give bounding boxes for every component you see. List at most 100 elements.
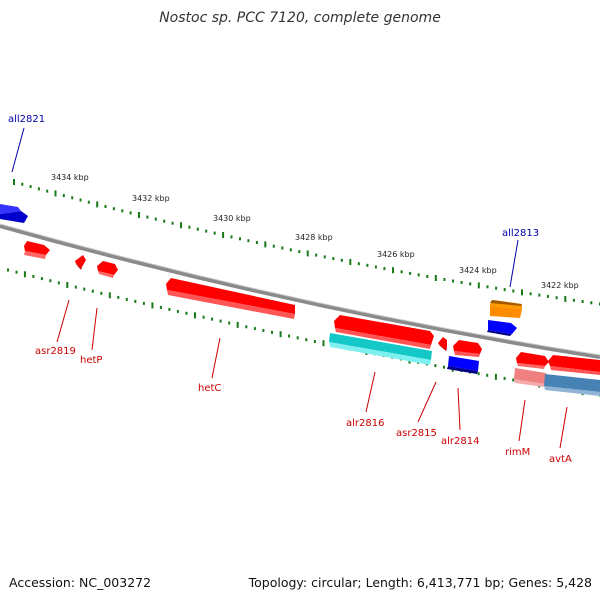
major-tick: [322, 340, 325, 347]
minor-tick: [46, 189, 49, 193]
scale-label-3432: 3432 kbp: [132, 194, 170, 203]
minor-tick: [83, 287, 86, 291]
gene-avtA-steelblue[interactable]: [544, 374, 600, 396]
minor-tick: [154, 217, 157, 221]
minor-tick: [298, 250, 301, 254]
major-tick: [66, 282, 69, 288]
gene-hetC[interactable]: [166, 278, 295, 319]
upper-scale-ticks: [13, 179, 600, 306]
minor-tick: [74, 285, 77, 289]
minor-tick: [340, 258, 343, 262]
minor-tick: [503, 376, 506, 380]
gene-all2813-blue[interactable]: [487, 320, 517, 336]
major-tick: [494, 373, 497, 380]
minor-tick: [91, 289, 94, 293]
leader-asr2819: [56, 299, 70, 343]
label-all2813[interactable]: all2813: [502, 228, 539, 239]
minor-tick: [272, 244, 275, 248]
minor-tick: [253, 327, 256, 331]
gene-alr2814-red[interactable]: [453, 340, 482, 357]
minor-tick: [159, 305, 162, 309]
minor-tick: [117, 295, 120, 299]
minor-tick: [452, 279, 454, 283]
leader-hetP: [91, 307, 98, 351]
minor-tick: [142, 301, 145, 305]
gene-hetP-small[interactable]: [75, 255, 86, 270]
minor-tick: [590, 301, 593, 305]
gene-all2813-orange[interactable]: [490, 300, 522, 318]
gene-asr2815[interactable]: [438, 337, 447, 351]
gene-rimM-pale[interactable]: [514, 368, 546, 387]
minor-tick: [57, 281, 60, 285]
minor-tick: [332, 257, 335, 261]
leader-all2821: [11, 127, 25, 173]
minor-tick: [495, 286, 498, 290]
label-rimM[interactable]: rimM: [505, 447, 530, 458]
major-tick: [108, 292, 111, 299]
minor-tick: [121, 209, 124, 213]
gene-alr2816-rna[interactable]: [329, 333, 432, 365]
minor-tick: [202, 315, 205, 319]
major-tick: [138, 212, 140, 218]
minor-tick: [205, 229, 208, 233]
label-asr2815[interactable]: asr2815: [396, 428, 437, 439]
gene-hetP[interactable]: [97, 261, 118, 278]
label-alr2814[interactable]: alr2814: [441, 436, 479, 447]
gene-rimM[interactable]: [516, 352, 549, 369]
minor-tick: [460, 281, 463, 284]
minor-tick: [486, 373, 489, 377]
major-tick: [180, 222, 182, 229]
major-tick: [23, 271, 26, 278]
label-hetC[interactable]: hetC: [198, 383, 221, 394]
minor-tick: [104, 205, 107, 208]
label-all2821[interactable]: all2821: [8, 114, 45, 125]
minor-tick: [163, 219, 166, 223]
minor-tick: [62, 194, 65, 198]
leader-all2813: [509, 239, 519, 288]
minor-tick: [185, 311, 188, 315]
minor-tick: [245, 325, 248, 329]
minor-tick: [7, 268, 9, 272]
minor-tick: [477, 372, 480, 376]
major-tick: [521, 289, 523, 296]
minor-tick: [32, 275, 35, 278]
label-hetP[interactable]: hetP: [80, 355, 102, 366]
major-tick: [54, 190, 57, 197]
major-tick: [236, 321, 239, 328]
minor-tick: [262, 329, 265, 332]
minor-tick: [443, 278, 446, 281]
minor-tick: [188, 225, 191, 229]
label-asr2819[interactable]: asr2819: [35, 346, 76, 357]
minor-tick: [129, 211, 132, 215]
label-alr2816[interactable]: alr2816: [346, 418, 384, 429]
minor-tick: [296, 336, 299, 340]
minor-tick: [374, 265, 377, 269]
scale-label-3422: 3422 kbp: [541, 281, 579, 290]
minor-tick: [87, 200, 90, 204]
label-avtA[interactable]: avtA: [549, 454, 572, 465]
major-tick: [349, 259, 352, 265]
minor-tick: [486, 285, 489, 289]
minor-tick: [400, 270, 403, 274]
leader-asr2815: [417, 381, 437, 423]
gene-all2821[interactable]: [0, 204, 28, 223]
major-tick: [434, 275, 437, 281]
gene-asr2819[interactable]: [24, 241, 50, 259]
genome-summary-text: Topology: circular; Length: 6,413,771 bp…: [248, 575, 592, 590]
major-tick: [392, 267, 394, 274]
gene-alr2814[interactable]: [447, 356, 479, 374]
minor-tick: [176, 309, 179, 313]
major-tick: [477, 282, 480, 289]
minor-tick: [271, 330, 273, 334]
minor-tick: [409, 271, 412, 275]
leader-rimM: [518, 399, 526, 442]
scale-label-3426: 3426 kbp: [377, 250, 415, 259]
gene-alr2816[interactable]: [334, 315, 434, 349]
minor-tick: [40, 277, 43, 281]
gene-avtA[interactable]: [548, 355, 600, 375]
minor-tick: [211, 317, 214, 321]
minor-tick: [546, 294, 549, 298]
major-tick: [151, 302, 154, 309]
minor-tick: [512, 289, 515, 293]
minor-tick: [230, 235, 233, 239]
